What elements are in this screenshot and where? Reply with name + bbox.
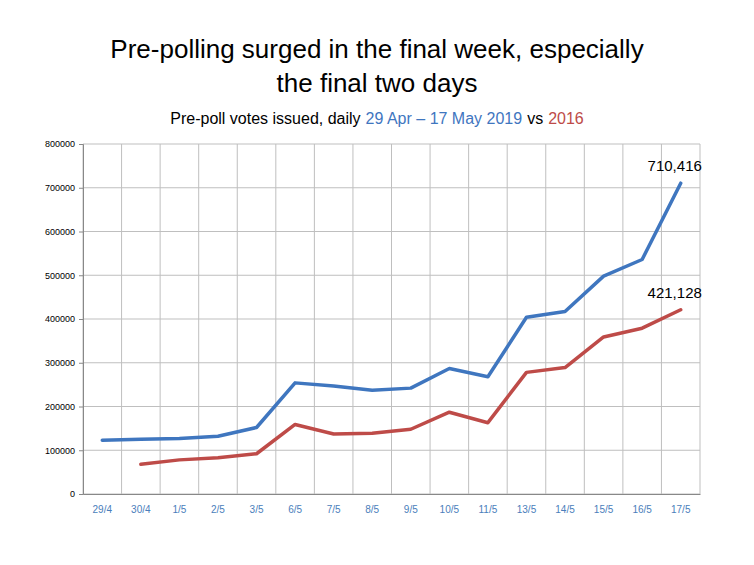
title-group: Pre-polling surged in the final week, es… bbox=[110, 34, 643, 98]
y-tick-mark bbox=[79, 188, 83, 189]
x-grid-line bbox=[545, 144, 546, 494]
y-tick-label: 600000 bbox=[45, 227, 75, 237]
y-tick-label: 700000 bbox=[45, 183, 75, 193]
x-tick-label: 15/5 bbox=[594, 504, 614, 515]
x-tick-label: 29/4 bbox=[93, 504, 113, 515]
series-line bbox=[102, 183, 680, 440]
data-label: 710,416 bbox=[648, 157, 702, 174]
y-tick: 100000 bbox=[45, 446, 83, 456]
y-tick-mark bbox=[79, 407, 83, 408]
data-labels: 710,416 421,128 bbox=[648, 157, 702, 301]
data-label: 421,128 bbox=[648, 284, 702, 301]
y-axis-line bbox=[79, 145, 84, 495]
y-tick: 700000 bbox=[45, 183, 83, 193]
y-tick-label: 400000 bbox=[45, 314, 75, 324]
x-grid-line bbox=[391, 144, 392, 494]
lines bbox=[102, 183, 680, 464]
y-tick-label: 300000 bbox=[45, 358, 75, 368]
x-tick: 10/5 bbox=[440, 494, 460, 515]
x-tick-label: 11/5 bbox=[479, 504, 498, 515]
x-tick: 29/4 bbox=[93, 494, 113, 515]
y-tick-label: 200000 bbox=[45, 402, 75, 412]
x-tick-label: 14/5 bbox=[555, 504, 575, 515]
y-tick-label: 0 bbox=[70, 489, 75, 499]
x-grid-line bbox=[700, 144, 701, 494]
x-axis: 29/4 30/4 1/5 2/5 3/5 6/5 7/5 8/5 9/5 10/5 11/5 13/… bbox=[84, 494, 701, 515]
x-tick: 11/5 bbox=[479, 494, 498, 515]
x-tick: 15/5 bbox=[594, 494, 614, 515]
y-tick: 300000 bbox=[45, 358, 83, 368]
title: Pre-polling surged in the final week, es… bbox=[110, 34, 643, 64]
y-tick-mark bbox=[79, 450, 83, 451]
x-tick-label: 13/5 bbox=[517, 504, 537, 515]
grid bbox=[83, 144, 700, 494]
x-grid-line bbox=[507, 144, 508, 494]
y-tick-mark bbox=[79, 232, 83, 233]
chart: Pre-polling surged in the final week, es… bbox=[0, 0, 754, 565]
y-tick-label: 100000 bbox=[45, 446, 75, 456]
y-tick-mark bbox=[79, 363, 83, 364]
x-tick: 13/5 bbox=[517, 494, 537, 515]
x-grid-line bbox=[430, 144, 431, 494]
x-tick-label: 7/5 bbox=[327, 504, 341, 515]
y-axis: 0 100000 200000 300000 400000 500000 600000 700… bbox=[45, 139, 84, 499]
y-tick: 0 bbox=[70, 489, 83, 499]
x-tick-label: 6/5 bbox=[288, 504, 302, 515]
x-tick: 16/5 bbox=[632, 494, 652, 515]
x-tick: 2/5 bbox=[211, 494, 225, 515]
x-tick-label: 1/5 bbox=[172, 504, 186, 515]
x-tick: 8/5 bbox=[365, 494, 379, 515]
y-tick-mark bbox=[79, 275, 83, 276]
x-grid-line bbox=[160, 144, 161, 494]
x-tick: 14/5 bbox=[555, 494, 575, 515]
x-grid-line bbox=[584, 144, 585, 494]
title: the final two days bbox=[277, 68, 478, 98]
y-tick: 200000 bbox=[45, 402, 83, 412]
y-tick: 600000 bbox=[45, 227, 83, 237]
y-tick-mark bbox=[79, 144, 83, 145]
y-tick: 500000 bbox=[45, 271, 83, 281]
y-tick-label: 800000 bbox=[45, 139, 75, 149]
x-tick-label: 3/5 bbox=[250, 504, 264, 515]
x-tick-label: 30/4 bbox=[131, 504, 151, 515]
x-grid-line bbox=[352, 144, 353, 494]
x-tick-label: 10/5 bbox=[440, 504, 460, 515]
x-grid-line bbox=[314, 144, 315, 494]
x-grid-line bbox=[237, 144, 238, 494]
x-tick: 17/5 bbox=[671, 494, 691, 515]
y-tick-mark bbox=[79, 494, 83, 495]
x-tick-label: 9/5 bbox=[404, 504, 418, 515]
x-grid-line bbox=[468, 144, 469, 494]
plot: 0 100000 200000 300000 400000 500000 600000 700… bbox=[45, 139, 702, 515]
x-tick: 9/5 bbox=[404, 494, 418, 515]
y-tick: 400000 bbox=[45, 314, 83, 324]
x-tick: 3/5 bbox=[250, 494, 264, 515]
subtitle-part: vs bbox=[527, 110, 543, 127]
y-tick-mark bbox=[79, 319, 83, 320]
x-tick: 30/4 bbox=[131, 494, 151, 515]
x-tick: 7/5 bbox=[327, 494, 341, 515]
subtitle-part: 29 Apr – 17 May 2019 bbox=[366, 110, 523, 127]
x-tick-label: 2/5 bbox=[211, 504, 225, 515]
x-grid-line bbox=[198, 144, 199, 494]
x-tick: 6/5 bbox=[288, 494, 302, 515]
x-tick-label: 17/5 bbox=[671, 504, 691, 515]
x-axis-line bbox=[84, 494, 701, 495]
series-line bbox=[141, 310, 681, 464]
subtitle-part: 2016 bbox=[548, 110, 584, 127]
x-tick-label: 16/5 bbox=[632, 504, 652, 515]
subtitle-part: Pre-poll votes issued, daily bbox=[170, 110, 360, 127]
y-tick-label: 500000 bbox=[45, 271, 75, 281]
subtitle: Pre-poll votes issued, daily 29 Apr – 17 … bbox=[170, 110, 584, 127]
x-tick-label: 8/5 bbox=[365, 504, 379, 515]
y-tick: 800000 bbox=[45, 139, 83, 149]
x-grid-line bbox=[622, 144, 623, 494]
x-tick: 1/5 bbox=[172, 494, 186, 515]
